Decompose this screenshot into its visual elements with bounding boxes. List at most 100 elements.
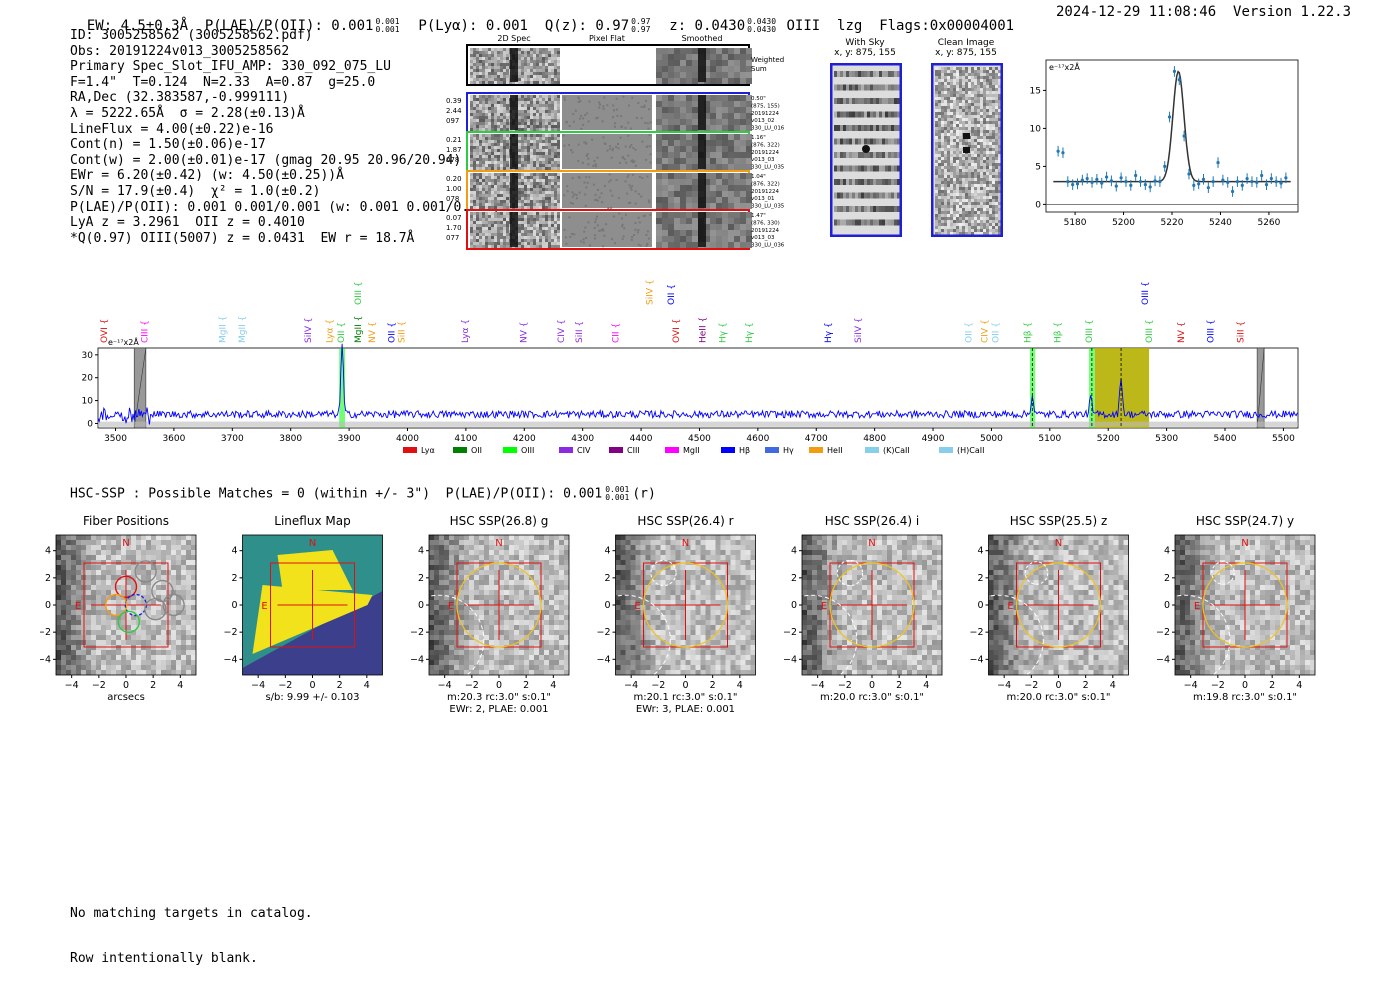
imaging-pixel — [61, 630, 66, 635]
cutout-pixel — [551, 200, 554, 203]
cutout-pixel — [497, 134, 500, 137]
clean-pixel — [974, 193, 977, 196]
cutout-pixel — [533, 125, 536, 128]
clean-pixel — [968, 196, 971, 199]
clean-pixel — [962, 172, 965, 175]
spectrum-legend-label: (K)CaII — [883, 446, 910, 455]
cutout-pixel — [680, 158, 686, 164]
cutout-pixel — [533, 63, 536, 66]
clean-pixel — [992, 181, 995, 184]
cutout-pixel — [521, 116, 524, 119]
sky-pixel — [861, 179, 864, 185]
cutout-pixel — [545, 194, 548, 197]
clean-pixel — [941, 166, 944, 169]
cutout-pixel — [734, 66, 740, 72]
cutout-pixel — [662, 185, 668, 191]
clean-pixel — [980, 190, 983, 193]
cutout-pixel — [494, 158, 497, 161]
cutout-pixel — [503, 203, 506, 206]
cutout-pixel — [500, 98, 503, 101]
fit-x-tick-label: 5180 — [1064, 218, 1087, 228]
imaging-pixel — [76, 595, 81, 600]
clean-pixel — [977, 214, 980, 217]
imaging-pixel — [86, 620, 91, 625]
clean-pixel — [944, 112, 947, 115]
pixel-flat-speck — [616, 98, 618, 100]
cutout-pixel — [668, 113, 674, 119]
cutout-pixel — [740, 54, 746, 60]
cutout-pixel — [473, 182, 476, 185]
sky-pixel — [879, 112, 882, 118]
cutout-pixel — [674, 72, 680, 78]
clean-pixel — [971, 118, 974, 121]
clean-pixel — [992, 121, 995, 124]
cutout-pixel — [539, 119, 542, 122]
clean-pixel — [980, 154, 983, 157]
clean-pixel — [992, 91, 995, 94]
cutout-pixel — [527, 137, 530, 140]
cutout-pixel — [485, 116, 488, 119]
cutout-pixel — [479, 48, 482, 51]
fit-axes-frame — [1046, 60, 1298, 212]
clean-pixel — [974, 217, 977, 220]
clean-pixel — [977, 160, 980, 163]
cutout-pixel — [710, 224, 716, 230]
sky-pixel — [855, 139, 858, 145]
cutout-pixel — [500, 239, 503, 242]
clean-pixel — [953, 136, 956, 139]
clean-pixel — [938, 175, 941, 178]
cutout-pixel — [524, 60, 527, 63]
cutout-pixel — [728, 173, 734, 179]
cutout-pixel — [539, 98, 542, 101]
fit-data-point — [1178, 78, 1181, 81]
cutout-pixel — [488, 75, 491, 78]
clean-pixel — [977, 196, 980, 199]
clean-pixel — [989, 145, 992, 148]
cutout-pixel — [692, 95, 698, 101]
cutout-pixel — [527, 81, 530, 84]
clean-pixel — [986, 178, 989, 181]
cutout-pixel — [473, 122, 476, 125]
spectrum-line-label: OIII { — [1206, 319, 1216, 343]
cutout-pixel — [542, 95, 545, 98]
clean-pixel — [971, 94, 974, 97]
cutout-pixel — [482, 146, 485, 149]
imaging-pixel — [136, 540, 141, 545]
cutout-pixel — [539, 128, 542, 131]
clean-pixel — [953, 196, 956, 199]
cutout-pixel — [476, 48, 479, 51]
sky-pixel — [885, 220, 888, 226]
cutout-pixel — [482, 155, 485, 158]
cutout-pixel — [554, 239, 557, 242]
cutout-pixel — [542, 146, 545, 149]
cutout-pixel — [542, 57, 545, 60]
cutout-pixel — [503, 242, 506, 245]
cutout-pixel — [497, 161, 500, 164]
clean-pixel — [986, 175, 989, 178]
sky-pixel — [843, 152, 846, 158]
cutout-pixel — [548, 66, 551, 69]
cutout-right-value: 0.50" — [751, 96, 766, 102]
sky-pixel — [843, 71, 846, 77]
cutout-pixel — [497, 72, 500, 75]
cutout-pixel — [485, 101, 488, 104]
cutout-pixel — [491, 48, 494, 51]
cutout-pixel — [482, 212, 485, 215]
clean-pixel — [956, 172, 959, 175]
cutout-pixel — [491, 194, 494, 197]
cutout-pixel — [554, 101, 557, 104]
cutout-pixel — [716, 179, 722, 185]
cutout-pixel — [530, 197, 533, 200]
imaging-pixel — [106, 535, 111, 540]
imaging-pixel — [131, 585, 136, 590]
clean-pixel — [983, 91, 986, 94]
clean-pixel — [992, 82, 995, 85]
clean-pixel — [944, 82, 947, 85]
cutout-pixel — [506, 161, 509, 164]
imaging-pixel — [156, 540, 161, 545]
clean-pixel — [977, 226, 980, 229]
clean-pixel — [974, 226, 977, 229]
cutout-pixel — [542, 194, 545, 197]
clean-pixel — [992, 127, 995, 130]
cutout-pixel — [506, 116, 509, 119]
